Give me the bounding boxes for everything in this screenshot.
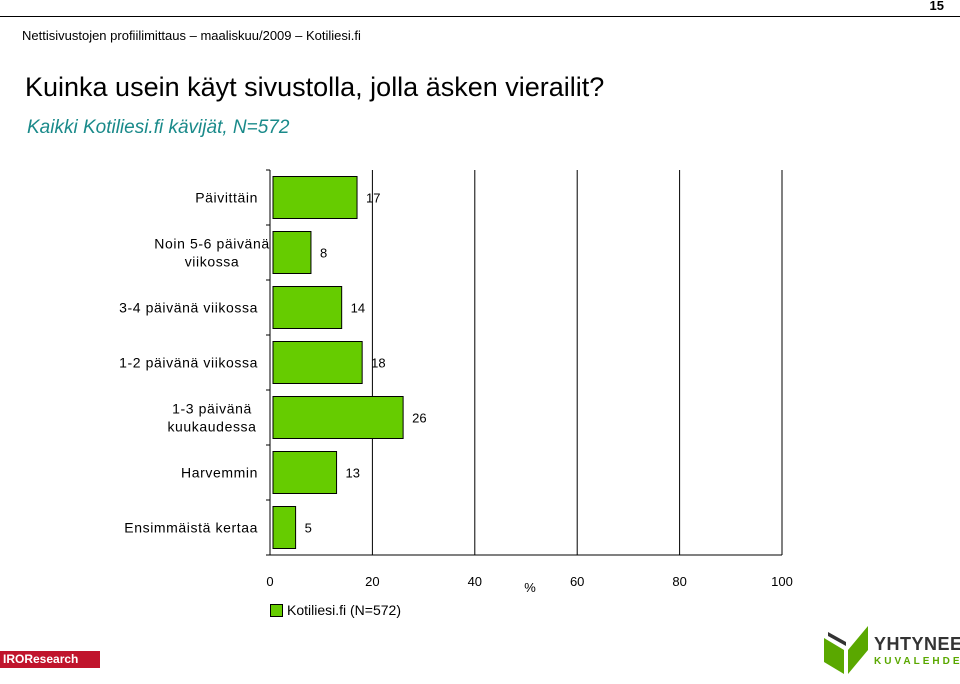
iroresearch-logo: IROResearch xyxy=(0,651,100,668)
category-label: 1-2 päivänä viikossa xyxy=(119,355,258,371)
x-axis-label: % xyxy=(524,580,536,595)
category-label: 1-3 päivänä xyxy=(172,401,252,417)
bar xyxy=(272,396,404,439)
page-number: 15 xyxy=(929,0,944,13)
bar xyxy=(272,451,338,494)
chart-subtitle: Kaikki Kotiliesi.fi kävijät, N=572 xyxy=(27,117,290,138)
bar xyxy=(272,506,297,549)
chart-legend: Kotiliesi.fi (N=572) xyxy=(270,602,401,618)
logo-name: YHTYNEET xyxy=(874,634,960,654)
category-label: kuukaudessa xyxy=(167,419,256,435)
bar xyxy=(272,231,312,274)
category-label: Harvemmin xyxy=(181,465,258,481)
x-tick-label: 0 xyxy=(266,574,273,589)
page-number-bar: 15 xyxy=(0,0,960,17)
leaf-icon xyxy=(824,626,868,674)
x-tick-label: 100 xyxy=(771,574,793,589)
yhtyneet-kuvalehdet-logo: YHTYNEET KUVALEHDET xyxy=(822,622,960,678)
category-label: Päivittäin xyxy=(195,190,258,206)
data-label: 26 xyxy=(412,411,426,426)
category-label: viikossa xyxy=(185,254,240,270)
bar xyxy=(272,176,358,219)
bar xyxy=(272,286,343,329)
data-label: 14 xyxy=(351,301,365,316)
x-tick-label: 60 xyxy=(570,574,584,589)
bar-chart: 0 20 40 60 80 100% 17 Päivittäin 8 Noin 5-6 päivä… xyxy=(119,169,793,595)
bar xyxy=(272,341,363,384)
data-label: 13 xyxy=(346,466,360,481)
data-label: 17 xyxy=(366,191,380,206)
category-label: Ensimmäistä kertaa xyxy=(124,520,258,536)
legend-label: Kotiliesi.fi (N=572) xyxy=(287,602,401,618)
data-label: 18 xyxy=(371,356,385,371)
chart-title: Kuinka usein käyt sivustolla, jolla äske… xyxy=(25,72,605,102)
x-tick-label: 20 xyxy=(365,574,379,589)
data-label: 8 xyxy=(320,246,327,261)
category-label: 3-4 päivänä viikossa xyxy=(119,300,258,316)
data-label: 5 xyxy=(305,521,312,536)
logo-tagline: KUVALEHDET xyxy=(874,656,960,667)
category-label: Noin 5-6 päivänä xyxy=(154,236,269,252)
legend-swatch xyxy=(270,603,283,617)
report-header: Nettisivustojen profiilimittaus – maalis… xyxy=(22,28,361,43)
x-tick-label: 40 xyxy=(468,574,482,589)
x-tick-label: 80 xyxy=(672,574,686,589)
